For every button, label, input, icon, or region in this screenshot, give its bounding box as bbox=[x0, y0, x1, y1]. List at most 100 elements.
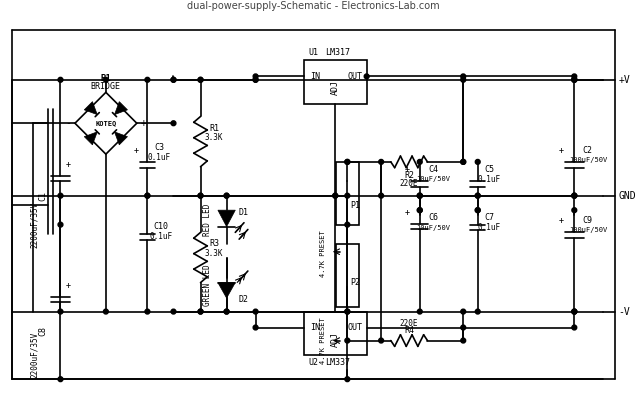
Circle shape bbox=[145, 309, 150, 314]
Text: C2: C2 bbox=[583, 146, 593, 155]
Text: 220E: 220E bbox=[400, 319, 419, 328]
Text: +: + bbox=[404, 165, 410, 174]
Circle shape bbox=[224, 309, 229, 314]
Bar bbox=[336, 162, 359, 225]
Circle shape bbox=[198, 193, 203, 198]
Circle shape bbox=[345, 160, 349, 164]
Circle shape bbox=[572, 208, 577, 212]
Text: -V: -V bbox=[619, 306, 630, 316]
Circle shape bbox=[104, 309, 108, 314]
Circle shape bbox=[224, 193, 229, 198]
Circle shape bbox=[461, 160, 466, 164]
Circle shape bbox=[572, 309, 577, 314]
Text: OUT: OUT bbox=[348, 72, 362, 81]
Circle shape bbox=[417, 193, 422, 198]
Text: KOTEQ: KOTEQ bbox=[95, 120, 116, 126]
Text: C10: C10 bbox=[154, 222, 168, 231]
Circle shape bbox=[171, 77, 176, 82]
Circle shape bbox=[253, 325, 258, 330]
Text: ADJ: ADJ bbox=[331, 331, 340, 347]
Text: 2200uF/35V: 2200uF/35V bbox=[30, 332, 39, 378]
Circle shape bbox=[345, 309, 349, 314]
Circle shape bbox=[572, 193, 577, 198]
Circle shape bbox=[345, 338, 349, 343]
Polygon shape bbox=[115, 102, 127, 115]
Text: P1: P1 bbox=[350, 201, 360, 210]
Text: +: + bbox=[133, 146, 138, 155]
Text: D2: D2 bbox=[239, 295, 249, 304]
Circle shape bbox=[476, 160, 480, 164]
Circle shape bbox=[224, 193, 229, 198]
Circle shape bbox=[171, 121, 176, 126]
Text: 100uF/50V: 100uF/50V bbox=[569, 157, 607, 163]
Text: +V: +V bbox=[619, 75, 630, 85]
Circle shape bbox=[198, 309, 203, 314]
Polygon shape bbox=[218, 283, 236, 298]
Circle shape bbox=[345, 160, 349, 164]
Circle shape bbox=[572, 74, 577, 79]
Text: +: + bbox=[558, 216, 563, 225]
Circle shape bbox=[253, 309, 258, 314]
Circle shape bbox=[198, 77, 203, 82]
Circle shape bbox=[253, 77, 258, 82]
Circle shape bbox=[58, 222, 63, 227]
Circle shape bbox=[345, 193, 349, 198]
Circle shape bbox=[417, 193, 422, 198]
Circle shape bbox=[417, 208, 422, 212]
Circle shape bbox=[461, 325, 466, 330]
Circle shape bbox=[333, 193, 338, 198]
Circle shape bbox=[171, 77, 176, 82]
Text: BRIDGE: BRIDGE bbox=[91, 82, 121, 91]
Circle shape bbox=[253, 77, 258, 82]
Circle shape bbox=[476, 309, 480, 314]
Text: R2: R2 bbox=[404, 171, 414, 180]
Circle shape bbox=[379, 160, 383, 164]
Text: ADJ: ADJ bbox=[331, 81, 340, 96]
Text: C5: C5 bbox=[484, 165, 494, 174]
Circle shape bbox=[417, 193, 422, 198]
Circle shape bbox=[145, 77, 150, 82]
Circle shape bbox=[345, 222, 349, 227]
Circle shape bbox=[476, 208, 480, 212]
Text: 0.1uF: 0.1uF bbox=[147, 152, 170, 162]
Circle shape bbox=[58, 193, 63, 198]
Circle shape bbox=[58, 77, 63, 82]
Circle shape bbox=[476, 193, 480, 198]
Text: C6: C6 bbox=[428, 214, 438, 222]
Text: 4.7K PRESET: 4.7K PRESET bbox=[320, 317, 326, 364]
Text: C1: C1 bbox=[38, 191, 47, 200]
Text: IN: IN bbox=[310, 323, 321, 332]
Circle shape bbox=[198, 309, 203, 314]
Circle shape bbox=[364, 74, 369, 79]
Circle shape bbox=[58, 377, 63, 382]
Text: B1: B1 bbox=[100, 74, 111, 83]
Circle shape bbox=[198, 77, 203, 82]
Text: +: + bbox=[66, 160, 70, 169]
Text: 2200uF/35V: 2200uF/35V bbox=[30, 202, 39, 248]
Circle shape bbox=[145, 193, 150, 198]
Text: 100uF/50V: 100uF/50V bbox=[569, 227, 607, 233]
Circle shape bbox=[461, 160, 466, 164]
Text: C4: C4 bbox=[428, 165, 438, 174]
Text: -: - bbox=[65, 118, 71, 128]
Polygon shape bbox=[115, 132, 127, 145]
Text: D1: D1 bbox=[239, 208, 249, 217]
Circle shape bbox=[476, 193, 480, 198]
Circle shape bbox=[572, 77, 577, 82]
Bar bbox=[304, 60, 367, 104]
Circle shape bbox=[461, 74, 466, 79]
Text: C9: C9 bbox=[583, 216, 593, 225]
Text: 0.1uF: 0.1uF bbox=[149, 232, 173, 241]
Text: R3: R3 bbox=[209, 239, 219, 249]
Circle shape bbox=[572, 309, 577, 314]
Title: dual-power-supply-Schematic - Electronics-Lab.com: dual-power-supply-Schematic - Electronic… bbox=[188, 1, 440, 12]
Circle shape bbox=[461, 309, 466, 314]
Text: GND: GND bbox=[619, 191, 636, 200]
Circle shape bbox=[461, 338, 466, 343]
Circle shape bbox=[476, 208, 480, 212]
Circle shape bbox=[572, 193, 577, 198]
Circle shape bbox=[572, 77, 577, 82]
Polygon shape bbox=[84, 102, 97, 115]
Text: U2: U2 bbox=[308, 358, 319, 367]
Circle shape bbox=[572, 77, 577, 82]
